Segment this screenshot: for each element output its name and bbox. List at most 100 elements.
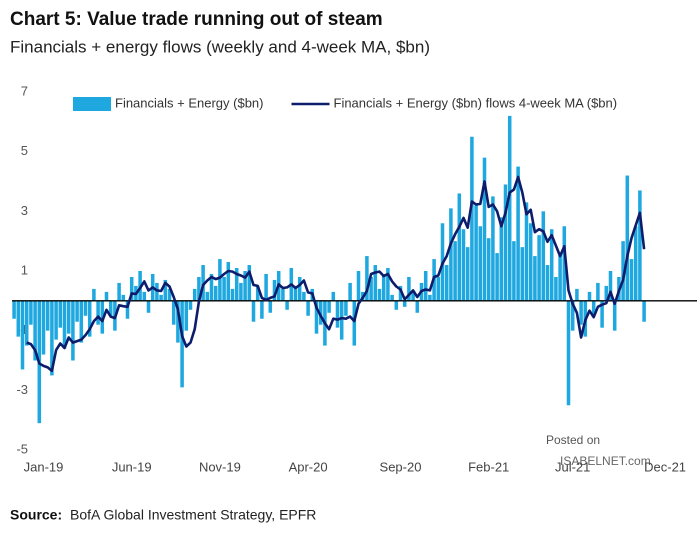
x-tick-label: Nov-19 (199, 459, 241, 474)
bar (596, 282, 600, 301)
bar (129, 276, 134, 301)
y-tick-label: -5 (16, 441, 28, 456)
bar (625, 175, 630, 301)
bar (549, 229, 554, 301)
bar (24, 300, 29, 346)
bar (104, 291, 109, 301)
bar (545, 265, 550, 301)
bar (344, 300, 348, 316)
bar (331, 291, 336, 301)
bar (159, 294, 163, 301)
bar (62, 300, 67, 349)
bar (541, 211, 546, 301)
legend-label: Financials + Energy ($bn) flows 4-week M… (334, 95, 618, 110)
bar (520, 247, 525, 301)
bar (457, 193, 462, 301)
watermark: Posted on (546, 433, 600, 447)
bar (411, 291, 415, 301)
bar (121, 294, 126, 301)
bar (79, 300, 84, 343)
bar (470, 136, 474, 301)
source-label: Source: (10, 507, 62, 523)
bar (142, 291, 147, 301)
bar (230, 288, 235, 301)
bar (83, 300, 88, 316)
bar (29, 300, 33, 325)
bar (369, 276, 373, 301)
bar (281, 288, 285, 301)
bar (293, 285, 298, 301)
bar (423, 271, 428, 301)
bar (100, 300, 105, 334)
bar (302, 291, 306, 301)
bar (453, 241, 457, 301)
bar (600, 300, 604, 328)
bar (495, 253, 499, 301)
bar (58, 300, 63, 328)
bar (570, 300, 575, 331)
bar (591, 300, 596, 316)
bar (554, 276, 558, 301)
y-tick-label: 7 (21, 83, 28, 98)
bar (524, 202, 529, 301)
bar (92, 288, 96, 301)
bar (608, 271, 613, 301)
bar (297, 276, 302, 301)
bar (260, 300, 264, 319)
bar (415, 300, 420, 313)
bar (394, 300, 399, 310)
bar (45, 300, 50, 331)
bar (390, 294, 394, 301)
bar (533, 256, 537, 301)
bar (20, 300, 25, 370)
bar (209, 273, 214, 301)
bar (356, 271, 361, 301)
bar (377, 288, 382, 301)
y-tick-label: 5 (21, 143, 28, 158)
legend-label: Financials + Energy ($bn) (115, 95, 264, 110)
bar (96, 300, 100, 325)
bar (226, 262, 231, 301)
bar (407, 276, 411, 301)
bar (285, 300, 289, 310)
x-tick-label: Feb-21 (468, 459, 509, 474)
x-tick-label: Jun-19 (112, 459, 152, 474)
bar (604, 285, 609, 301)
bar (575, 288, 579, 301)
bar (365, 256, 369, 301)
bar (499, 217, 504, 301)
watermark: ISABELNET.com (560, 454, 651, 468)
x-tick-label: Sep-20 (380, 459, 422, 474)
bar (562, 226, 567, 301)
bar (33, 300, 37, 361)
bar (71, 300, 75, 361)
bar (171, 300, 176, 325)
chart-title: Chart 5: Value trade running out of stea… (10, 9, 383, 30)
bar (642, 300, 646, 322)
bar (381, 273, 386, 301)
bar (398, 285, 403, 301)
bar (428, 294, 432, 301)
bar (528, 223, 533, 301)
bar (633, 226, 638, 301)
bar (255, 285, 260, 301)
x-tick-label: Jan-19 (24, 459, 64, 474)
bar (486, 238, 491, 301)
bar (272, 279, 277, 301)
bar (339, 300, 344, 340)
bar (201, 265, 205, 301)
bar (318, 300, 323, 325)
bar (66, 300, 71, 334)
bar (638, 190, 642, 301)
x-tick-label: Jul-21 (555, 459, 590, 474)
bar (155, 282, 159, 301)
x-tick-label: Dec-21 (644, 459, 686, 474)
chart-subtitle: Financials + energy flows (weekly and 4-… (10, 37, 430, 56)
bar (205, 291, 210, 301)
bar (176, 300, 180, 343)
legend-swatch (73, 97, 111, 111)
bar (41, 300, 46, 355)
bar (537, 235, 541, 301)
bar (197, 276, 201, 301)
